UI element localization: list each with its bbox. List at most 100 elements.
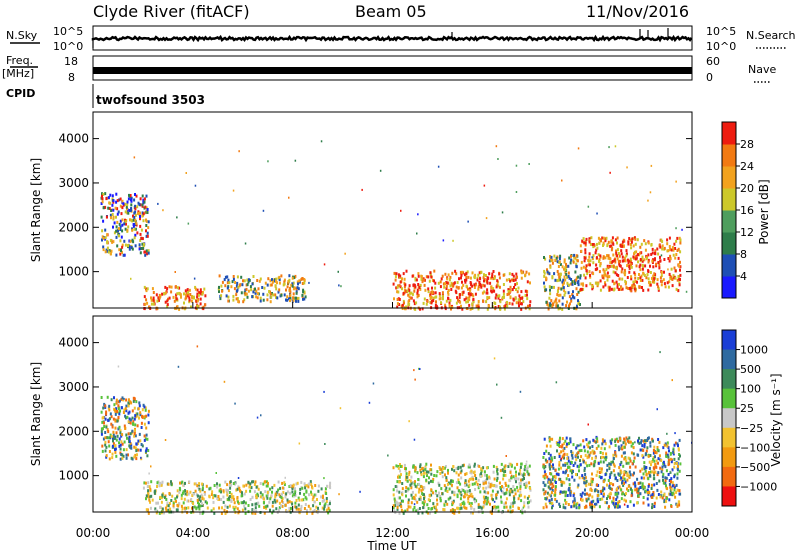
data-cell (457, 298, 459, 302)
data-cell (440, 301, 442, 305)
data-cell (636, 501, 639, 505)
data-cell (520, 473, 523, 477)
data-cell (256, 296, 259, 300)
data-cell (670, 487, 673, 491)
data-cell (144, 481, 147, 485)
data-cell (477, 305, 480, 309)
data-cell (641, 485, 644, 488)
data-cell (498, 294, 501, 298)
data-cell (508, 278, 511, 281)
data-cell (142, 198, 145, 202)
data-cell (614, 505, 616, 509)
data-cell (629, 459, 632, 463)
data-cell (450, 288, 453, 291)
data-cell (168, 502, 171, 505)
data-cell (526, 290, 529, 294)
data-cell (252, 290, 255, 294)
data-cell (277, 488, 280, 492)
data-cell (429, 273, 432, 277)
data-cell (145, 497, 147, 501)
data-cell (633, 471, 635, 475)
data-cell (663, 463, 666, 467)
data-cell (576, 444, 579, 448)
data-cell (501, 468, 504, 472)
data-cell (138, 416, 140, 420)
data-cell (121, 433, 124, 437)
data-cell (627, 461, 630, 465)
data-cell (423, 506, 426, 509)
data-cell (574, 256, 577, 260)
data-cell (561, 283, 564, 287)
data-cell (124, 202, 127, 206)
data-cell (559, 254, 562, 258)
data-cell (250, 288, 253, 292)
frequency-trace (93, 67, 692, 74)
data-cell (643, 444, 646, 448)
data-cell (148, 495, 151, 499)
data-cell (616, 479, 619, 482)
data-cell (181, 480, 184, 484)
data-cell (119, 225, 122, 229)
data-cell (661, 247, 664, 251)
data-cell (656, 473, 659, 477)
data-cell (397, 273, 400, 277)
data-cell (634, 237, 637, 241)
data-cell (613, 473, 616, 477)
data-cell (637, 491, 640, 495)
data-cell (112, 433, 115, 437)
data-cell (663, 246, 666, 250)
data-cell (281, 497, 284, 501)
data-cell (670, 477, 673, 481)
data-cell (620, 454, 623, 458)
data-cell (199, 489, 202, 493)
data-cell (201, 497, 204, 500)
data-cell (675, 239, 678, 243)
data-cell (660, 283, 663, 287)
data-cell (379, 169, 382, 172)
data-cell (524, 465, 527, 468)
data-cell (162, 209, 164, 212)
data-cell (640, 441, 642, 445)
data-cell (415, 278, 418, 282)
data-cell (663, 492, 666, 496)
data-cell (679, 273, 682, 277)
data-cell (139, 215, 141, 218)
data-cell (607, 285, 610, 289)
data-cell (443, 503, 446, 507)
data-cell (147, 226, 150, 230)
data-cell (550, 491, 553, 495)
data-cell (127, 411, 130, 415)
data-cell (278, 506, 281, 510)
data-cell (544, 490, 547, 494)
data-cell (134, 233, 137, 237)
data-cell (630, 444, 633, 448)
data-cell (153, 491, 156, 495)
data-cell (166, 504, 169, 508)
data-cell (529, 281, 531, 285)
data-cell (620, 249, 623, 253)
data-cell (597, 236, 600, 240)
data-cell (605, 236, 608, 240)
data-cell (228, 483, 231, 487)
data-cell (145, 433, 148, 437)
data-cell (188, 296, 191, 300)
data-cell (133, 429, 136, 433)
data-cell (608, 462, 611, 466)
data-cell (111, 456, 114, 460)
data-cell (410, 493, 413, 497)
data-cell (216, 497, 219, 501)
data-cell (119, 197, 122, 201)
data-cell (470, 506, 473, 510)
data-cell (639, 263, 642, 267)
data-cell (446, 281, 449, 285)
data-cell (623, 473, 626, 476)
data-cell (628, 265, 631, 268)
data-cell (634, 484, 637, 488)
data-cell (194, 184, 197, 187)
data-cell (616, 248, 619, 252)
y-tick-label: 4000 (58, 336, 89, 350)
data-cell (565, 262, 567, 266)
data-cell (115, 253, 118, 257)
data-cell (150, 480, 153, 484)
data-cell (495, 285, 498, 289)
